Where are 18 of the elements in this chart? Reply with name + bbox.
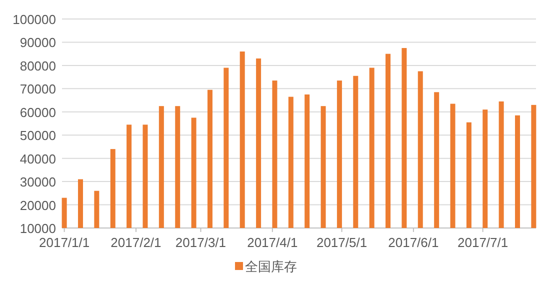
x-tick-label: 2017/5/1 [316, 235, 368, 250]
x-tick-label: 2017/4/1 [247, 235, 298, 250]
x-tick-label: 2017/3/1 [175, 235, 226, 250]
y-tick-label: 20000 [20, 198, 56, 213]
legend-label: 全国库存 [245, 259, 297, 274]
x-tick-label: 2017/2/1 [110, 235, 162, 250]
x-tick-label: 2017/7/1 [458, 235, 508, 250]
y-tick-label: 50000 [20, 128, 56, 144]
y-tick-label: 80000 [20, 58, 56, 74]
x-tick-label: 2017/1/1 [39, 235, 90, 250]
y-tick-label: 30000 [20, 174, 56, 190]
y-tick-label: 60000 [20, 104, 56, 120]
y-tick-label: 100000 [12, 12, 56, 27]
y-tick-label: 90000 [20, 35, 56, 50]
x-tick-label: 2017/6/1 [388, 235, 439, 250]
y-tick-label: 70000 [20, 82, 56, 97]
y-tick-label: 10000 [20, 221, 56, 236]
y-tick-label: 40000 [20, 151, 56, 166]
